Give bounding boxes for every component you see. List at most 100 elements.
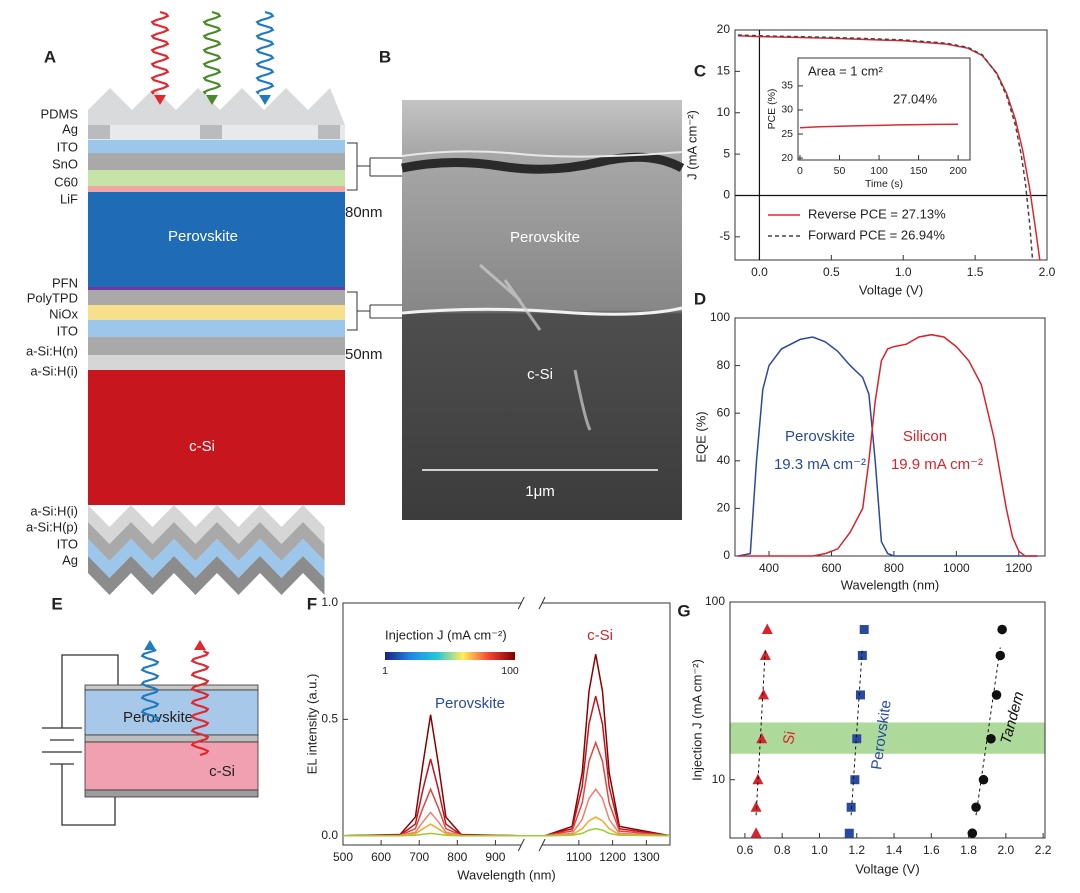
plot-frame	[797, 57, 971, 161]
x-tick-label: 100	[870, 165, 888, 177]
axis-break	[521, 842, 543, 848]
x-axis-label: Time (s)	[865, 178, 903, 190]
panel-label: C	[694, 61, 706, 80]
region-label: c-Si	[527, 366, 553, 383]
y-tick-label: 20	[717, 501, 731, 515]
layer-label: LiF	[60, 191, 78, 206]
y-tick-label: 1.0	[321, 595, 338, 609]
x-tick-label: 0	[797, 165, 803, 177]
layer	[88, 370, 345, 505]
layer	[88, 337, 345, 355]
layer-label: ITO	[57, 323, 78, 338]
arrow-head	[144, 640, 156, 650]
marker	[986, 733, 996, 744]
x-tick-label: 600	[821, 561, 841, 575]
arrow-head	[259, 95, 271, 105]
device-layer	[84, 734, 259, 743]
data-line	[342, 740, 671, 837]
interface	[401, 152, 685, 174]
wave-arrow	[190, 650, 210, 757]
marker	[759, 649, 771, 661]
layer	[88, 125, 345, 140]
break-mark	[517, 838, 525, 852]
annotation: c-Si	[587, 627, 613, 644]
marker	[971, 802, 981, 813]
panel-label: F	[307, 594, 317, 613]
data-line	[737, 34, 1034, 261]
y-tick-label: 0	[723, 188, 730, 202]
y-tick-label: 25	[781, 128, 793, 140]
data-line	[343, 827, 671, 837]
y-tick-label: 35	[781, 80, 793, 92]
annotation: 27.04%	[893, 91, 938, 106]
x-tick-label: 1.0	[895, 265, 912, 279]
x-tick-label: 0.6	[737, 843, 754, 857]
layer-label: a-Si:H(i)	[30, 503, 78, 518]
x-tick-label: 1.2	[848, 843, 865, 857]
x-tick-label: 2.0	[998, 843, 1015, 857]
layer	[88, 186, 345, 192]
data-line	[799, 123, 959, 129]
textured-layer	[88, 539, 325, 578]
layer-text: c-Si	[209, 763, 235, 780]
x-tick-label: 500	[333, 850, 353, 864]
x-tick-label: 1200	[599, 850, 626, 864]
y-tick-label: 5	[723, 146, 730, 160]
circuit	[42, 654, 119, 826]
layer-text: Perovskite	[168, 228, 238, 245]
y-tick-label: 40	[717, 453, 731, 467]
x-tick-label: 1000	[943, 561, 970, 575]
layer-label: NiOx	[49, 306, 78, 321]
thickness-label: 50nm	[345, 346, 383, 363]
x-tick-label: 2.2	[1035, 843, 1052, 857]
x-tick-label: 0.5	[823, 265, 840, 279]
y-axis-label: J (mA cm⁻²)	[684, 110, 699, 180]
layer-label: a-Si:H(p)	[26, 519, 78, 534]
layer-label: ITO	[57, 139, 78, 154]
device-layer	[84, 741, 259, 791]
scale-label: 1μm	[525, 483, 554, 500]
data-line	[737, 333, 1038, 557]
y-tick-label: 20	[781, 152, 793, 164]
x-tick-label: 400	[759, 561, 779, 575]
y-tick-label: 60	[717, 405, 731, 419]
layer-label: SnO	[52, 156, 78, 171]
y-tick-label: 20	[717, 22, 731, 36]
y-tick-label: 80	[717, 358, 731, 372]
axis-break	[521, 600, 543, 606]
layer-label: a-Si:H(i)	[30, 363, 78, 378]
x-tick-label: 1.8	[960, 843, 977, 857]
y-tick-label: 0	[723, 548, 730, 562]
y-tick-label: 0.5	[321, 712, 338, 726]
plot-frame	[729, 601, 1046, 839]
plot-frame	[342, 602, 671, 846]
legend-label: Forward PCE = 26.94%	[808, 227, 945, 242]
marker	[978, 774, 989, 785]
x-tick-label: 600	[371, 850, 391, 864]
arrow-head	[194, 640, 206, 650]
x-tick-label: 1.6	[923, 843, 940, 857]
x-tick-label: 1200	[1005, 561, 1032, 575]
pdms-layer	[88, 88, 345, 125]
layer-label: PFN	[52, 275, 78, 290]
marker	[967, 828, 978, 839]
y-axis-label: EL intensity (a.u.)	[304, 674, 319, 775]
y-tick-label: 10	[712, 772, 726, 786]
data-line	[342, 654, 671, 837]
y-tick-label: 0.0	[321, 828, 338, 842]
layer-label: a-Si:H(n)	[26, 343, 78, 358]
textured-layer	[88, 505, 325, 544]
layer	[88, 305, 345, 320]
interface	[401, 306, 683, 316]
layer-text: c-Si	[189, 438, 215, 455]
textured-layer	[88, 522, 325, 561]
series-current: 19.9 mA cm⁻²	[891, 456, 983, 473]
colorbar-title: Injection J (mA cm⁻²)	[385, 627, 507, 642]
y-tick-label: 100	[710, 310, 730, 324]
layer-label: PolyTPD	[27, 290, 78, 305]
wave-arrow	[255, 10, 275, 95]
textured-layer	[88, 556, 325, 595]
marker	[850, 775, 860, 785]
x-tick-label: 1.5	[967, 265, 984, 279]
